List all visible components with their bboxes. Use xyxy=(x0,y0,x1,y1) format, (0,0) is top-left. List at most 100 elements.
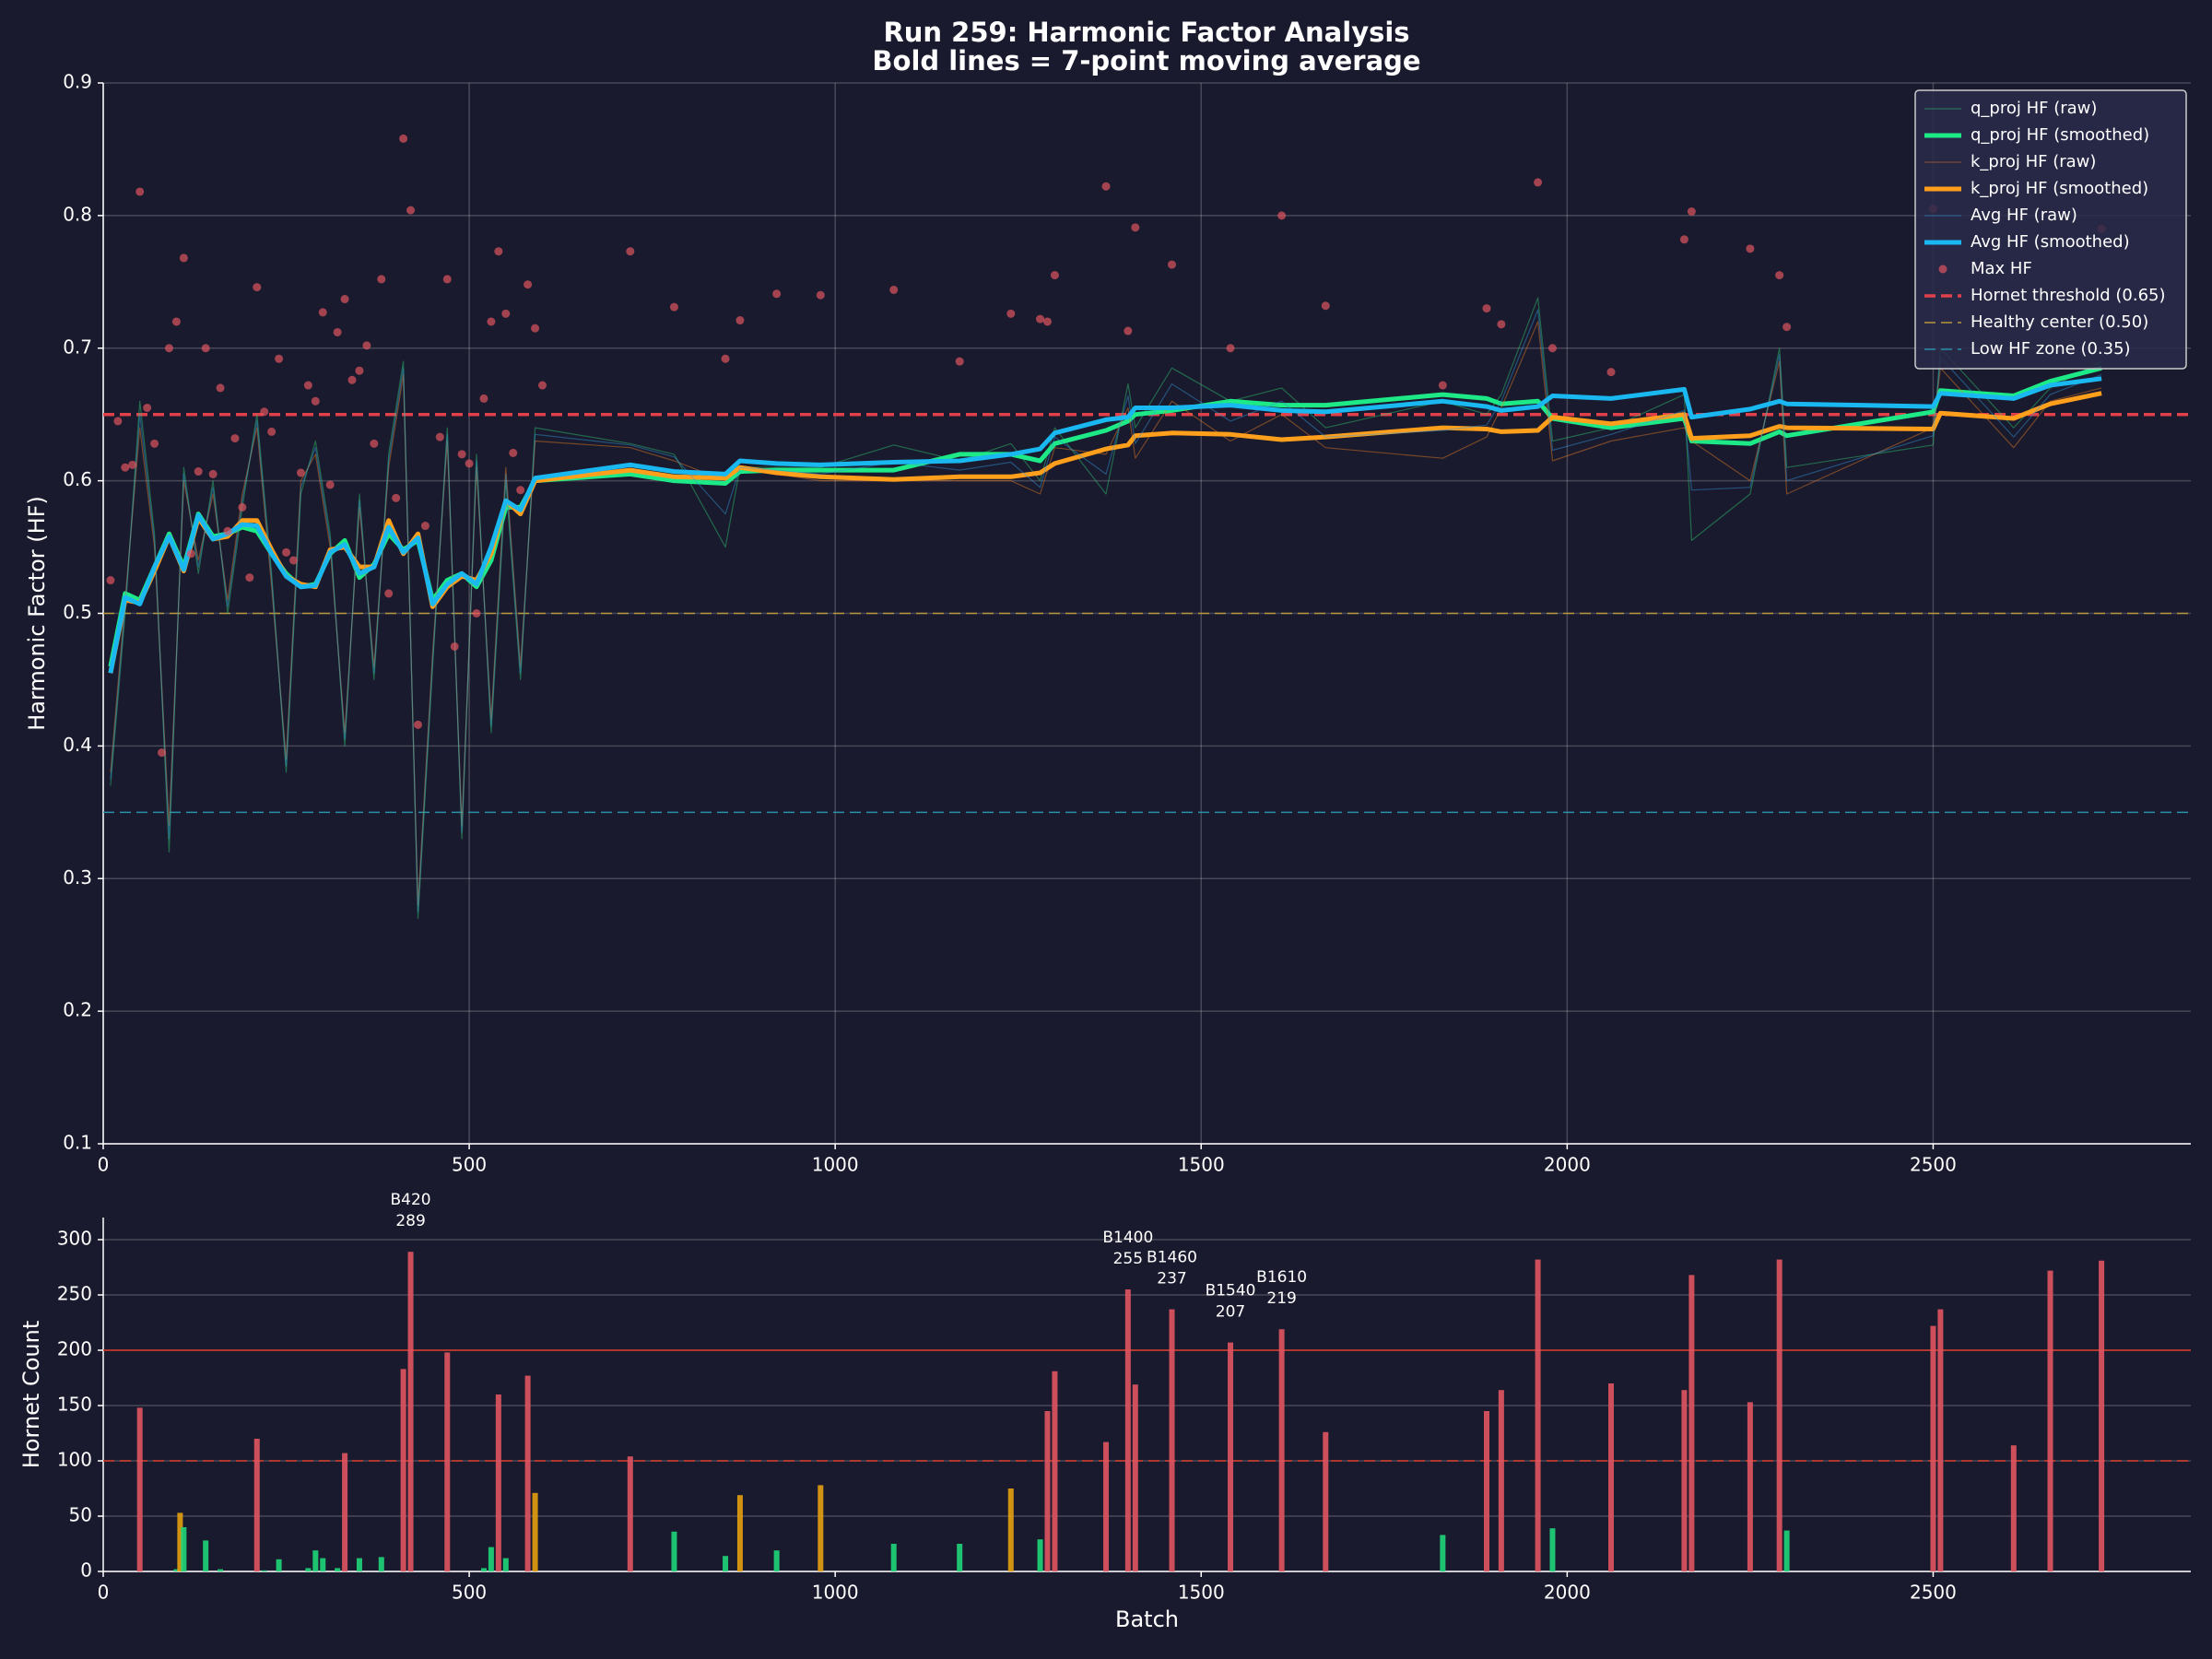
bar xyxy=(627,1456,633,1571)
bar xyxy=(1132,1384,1138,1571)
scatter-point xyxy=(442,275,452,284)
scatter-point xyxy=(1168,260,1177,269)
bar xyxy=(1937,1309,1944,1571)
x-axis-label: Batch xyxy=(1115,1606,1179,1632)
y-axis-label: Hornet Count xyxy=(18,1321,44,1468)
bar xyxy=(1124,1289,1131,1571)
bar xyxy=(1052,1371,1058,1571)
scatter-point xyxy=(384,589,394,598)
x-tick-label: 1000 xyxy=(812,1154,859,1176)
y-tick-label: 250 xyxy=(57,1283,92,1305)
scatter-point xyxy=(450,641,459,651)
scatter-point xyxy=(392,493,401,502)
scatter-point xyxy=(377,275,386,284)
bar xyxy=(773,1550,780,1571)
bar xyxy=(312,1550,319,1571)
annotation-label: B1400 xyxy=(1102,1229,1153,1247)
scatter-point xyxy=(1438,381,1447,390)
bar xyxy=(1535,1259,1541,1571)
bar xyxy=(1783,1530,1790,1571)
scatter-point xyxy=(260,407,269,417)
scatter-point xyxy=(311,396,320,406)
scatter-point xyxy=(955,357,964,366)
y-tick-label: 0.5 xyxy=(63,601,92,623)
bar xyxy=(736,1495,743,1571)
scatter-point xyxy=(282,547,291,557)
bar xyxy=(203,1540,209,1571)
scatter-point xyxy=(538,381,547,390)
bar xyxy=(253,1439,260,1571)
scatter-point xyxy=(524,280,533,289)
y-tick-label: 0.9 xyxy=(63,71,92,93)
annotation-value: 289 xyxy=(395,1212,425,1230)
bar xyxy=(1688,1275,1695,1571)
legend-label: q_proj HF (smoothed) xyxy=(1971,125,2149,145)
chart-title: Run 259: Harmonic Factor Analysis xyxy=(883,17,1409,48)
chart-subtitle: Bold lines = 7-point moving average xyxy=(872,45,1420,76)
scatter-point xyxy=(465,459,474,468)
series-line xyxy=(110,297,2102,919)
bar xyxy=(335,1568,341,1571)
scatter-point xyxy=(413,720,422,729)
bar xyxy=(1747,1402,1753,1571)
bar xyxy=(480,1568,487,1571)
scatter-point xyxy=(1226,344,1235,353)
y-tick-label: 0.1 xyxy=(63,1132,92,1154)
x-tick-label: 2000 xyxy=(1544,1582,1591,1604)
scatter-point xyxy=(626,247,635,256)
x-tick-label: 0 xyxy=(98,1154,110,1176)
scatter-point xyxy=(399,134,408,143)
scatter-point xyxy=(1124,326,1133,335)
scatter-point xyxy=(370,439,379,448)
scatter-point xyxy=(325,480,335,489)
x-tick-label: 1500 xyxy=(1178,1154,1225,1176)
bar xyxy=(1044,1411,1051,1571)
bar xyxy=(1483,1411,1489,1571)
bar xyxy=(218,1569,224,1571)
y-tick-label: 0.4 xyxy=(63,734,92,756)
scatter-point xyxy=(230,434,240,443)
scatter-point xyxy=(164,344,173,353)
bar xyxy=(723,1556,729,1571)
x-tick-label: 1500 xyxy=(1178,1582,1225,1604)
bar xyxy=(1930,1325,1936,1571)
legend-key xyxy=(1938,265,1947,274)
y-tick-label: 200 xyxy=(57,1338,92,1360)
scatter-point xyxy=(296,468,305,477)
scatter-point xyxy=(1482,304,1491,313)
scatter-point xyxy=(113,417,123,426)
scatter-point xyxy=(128,460,137,469)
x-tick-label: 0 xyxy=(98,1582,110,1604)
annotation-label: B1610 xyxy=(1256,1268,1307,1287)
scatter-point xyxy=(347,375,357,384)
scatter-point xyxy=(1783,323,1792,332)
scatter-point xyxy=(135,187,145,196)
scatter-point xyxy=(669,302,678,312)
x-tick-label: 1000 xyxy=(812,1582,859,1604)
scatter-point xyxy=(1746,244,1755,253)
scatter-point xyxy=(303,381,312,390)
bar xyxy=(532,1492,538,1571)
scatter-point xyxy=(487,317,496,326)
legend-label: Avg HF (raw) xyxy=(1971,206,2077,225)
legend-label: Max HF xyxy=(1971,259,2032,278)
scatter-point xyxy=(267,427,276,436)
scatter-point xyxy=(1101,182,1111,191)
series-line xyxy=(108,376,2102,674)
bar xyxy=(1323,1431,1329,1571)
annotation-value: 219 xyxy=(1266,1289,1296,1308)
x-tick-label: 2500 xyxy=(1910,1582,1957,1604)
bar xyxy=(1228,1342,1234,1571)
series-line xyxy=(110,309,2102,912)
bar xyxy=(1776,1259,1783,1571)
scatter-point xyxy=(1497,320,1506,329)
scatter-point xyxy=(479,394,488,403)
scatter-point xyxy=(1050,271,1059,280)
bar xyxy=(524,1375,531,1571)
bar xyxy=(320,1558,326,1571)
bar xyxy=(407,1252,414,1571)
scatter-point xyxy=(1679,235,1688,244)
scatter-point xyxy=(772,289,782,299)
